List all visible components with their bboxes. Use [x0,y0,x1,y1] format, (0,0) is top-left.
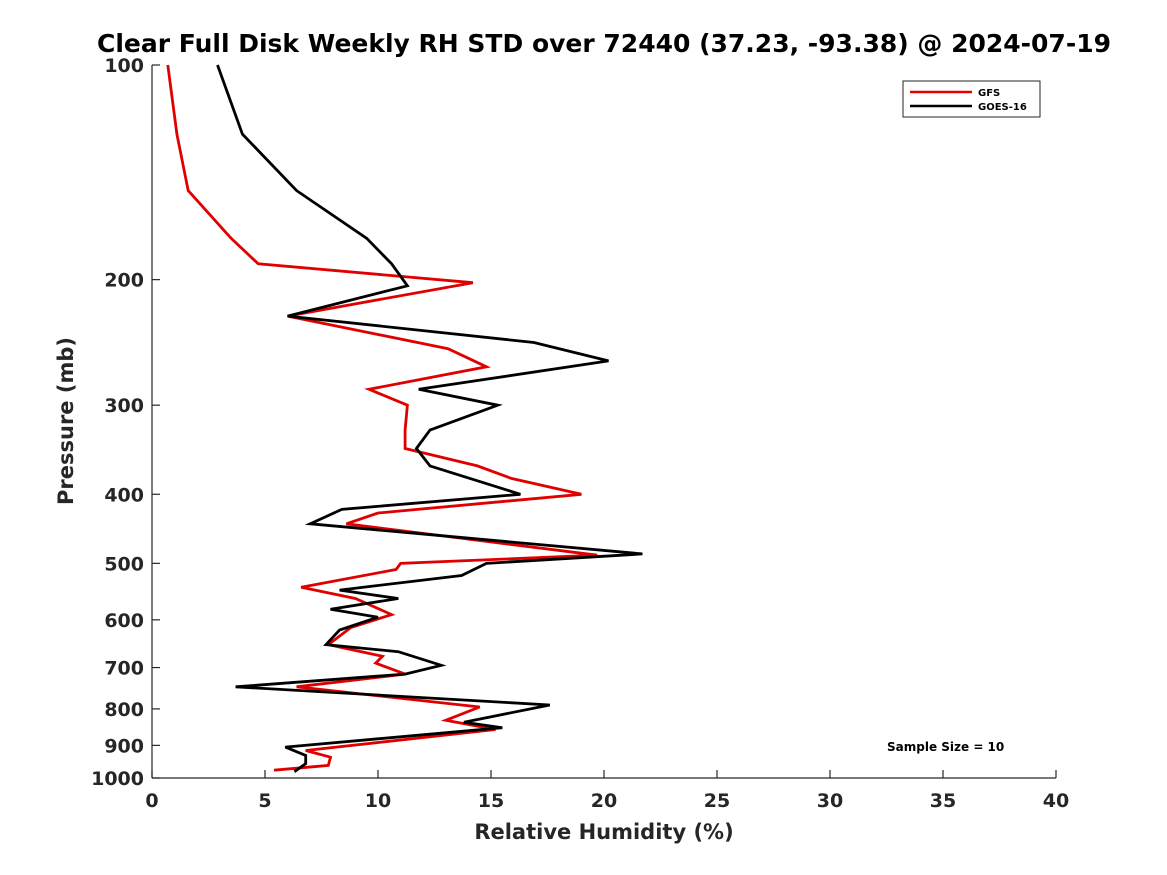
x-tick-label: 0 [145,790,158,812]
series-lines [166,64,643,773]
y-axis-ticks: 100 200 300 400 500 600 700 800 900 1000 [91,55,160,790]
plot-area: 0 5 10 15 20 25 30 35 40 100 200 300 400 500 600 700 80… [91,55,1069,812]
series-line-goes-16 [216,64,643,773]
y-tick-label: 1000 [91,768,144,790]
legend-label-gfs: GFS [978,88,1000,99]
y-tick-label: 700 [104,658,144,680]
y-tick-label: 200 [104,270,144,292]
y-tick-label: 600 [104,610,144,632]
x-tick-label: 35 [930,790,956,812]
x-tick-label: 20 [591,790,617,812]
y-tick-label: 400 [104,484,144,506]
x-tick-label: 25 [704,790,730,812]
legend-label-goes-16: GOES-16 [978,102,1027,113]
legend-box [902,80,1041,118]
y-tick-label: 800 [104,699,144,721]
x-tick-label: 40 [1043,790,1069,812]
x-tick-label: 30 [817,790,843,812]
y-tick-label: 300 [104,395,144,417]
x-axis-ticks: 0 5 10 15 20 25 30 35 40 [145,770,1069,812]
x-tick-label: 5 [258,790,271,812]
x-tick-label: 10 [365,790,391,812]
y-tick-label: 100 [104,55,144,77]
x-axis-label: Relative Humidity (%) [474,820,733,844]
sample-size-annotation: Sample Size = 10 [887,740,1004,754]
y-tick-label: 500 [104,553,144,575]
x-tick-label: 15 [478,790,504,812]
y-axis-label: Pressure (mb) [54,337,78,505]
y-tick-label: 900 [104,735,144,757]
legend: GFS GOES-16 [902,80,1041,118]
chart-title: Clear Full Disk Weekly RH STD over 72440… [97,29,1111,58]
